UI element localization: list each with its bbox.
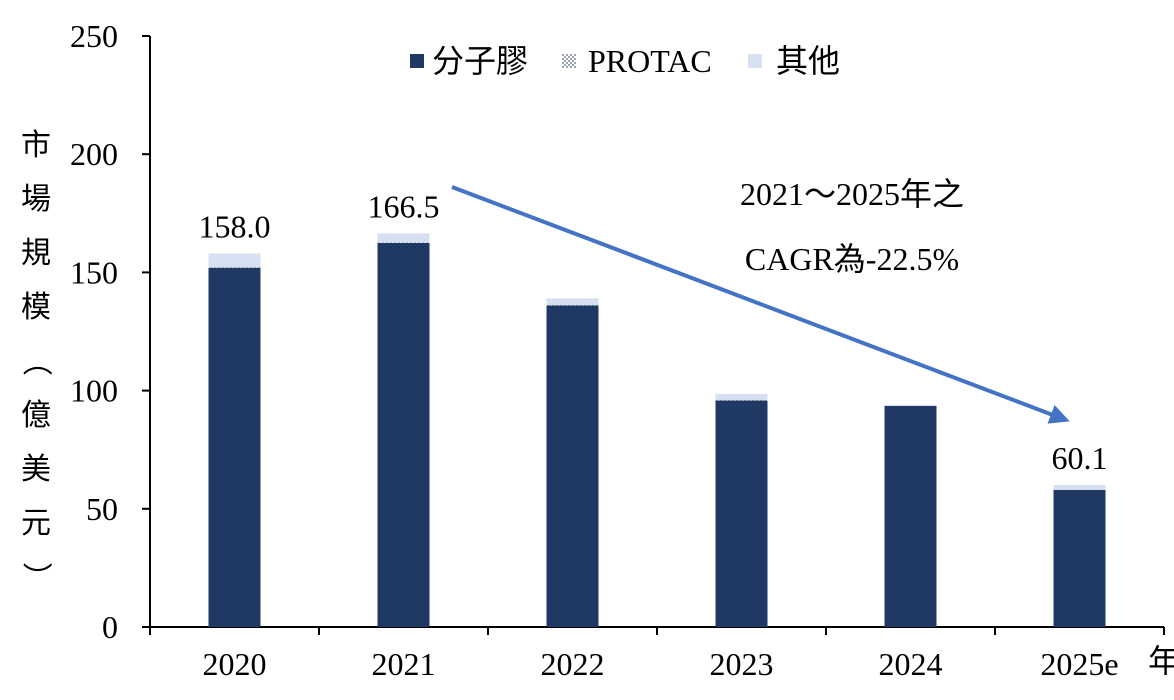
bar-2020-分子膠 [208, 267, 261, 627]
x-tick-label: 2023 [710, 646, 774, 682]
y-tick-label: 150 [70, 254, 118, 290]
y-axis-title-char: 市 [21, 128, 51, 163]
bar-2020-其他 [208, 253, 261, 268]
legend: 分子膠 PROTAC 其他 [410, 43, 840, 79]
y-axis-title-char: ） [18, 562, 53, 592]
cagr-annotation-line2: CAGR為-22.5% [745, 241, 959, 277]
y-axis-title-char: 美 [21, 452, 51, 487]
bar-2022-分子膠 [546, 305, 599, 627]
bars [208, 233, 1106, 627]
bar-2021-其他 [377, 233, 430, 243]
x-tick-label: 2022 [541, 646, 605, 682]
bar-2023-其他 [715, 393, 768, 401]
trend-arrow [451, 185, 1070, 424]
legend-label-0: 分子膠 [432, 43, 528, 79]
y-axis-title-char: 模 [21, 290, 51, 325]
legend-label-2: 其他 [776, 43, 840, 79]
y-axis: 0 50 100 150 200 250 [70, 18, 151, 645]
x-axis-unit-label: 年 [1148, 643, 1174, 679]
legend-swatch-2 [748, 54, 762, 68]
y-axis-title-char: （ [18, 346, 53, 376]
y-tick-label: 250 [70, 18, 118, 54]
bar-2025e-分子膠 [1053, 489, 1106, 627]
x-axis: 2020 2021 2022 2023 2024 2025e [149, 626, 1165, 682]
bar-2024-其他 [884, 404, 937, 406]
y-tick-label: 200 [70, 136, 118, 172]
cagr-annotation-line1: 2021～2025年之 [740, 176, 964, 212]
bar-2022-其他 [546, 298, 599, 306]
data-label-2021: 166.5 [368, 188, 440, 224]
data-label-2020: 158.0 [199, 208, 271, 244]
legend-label-1: PROTAC [588, 43, 712, 79]
bar-2025e-其他 [1053, 484, 1106, 490]
data-labels: 158.0 166.5 60.1 [199, 188, 1108, 476]
y-axis-title-char: 億 [21, 398, 51, 433]
data-label-2025e: 60.1 [1052, 440, 1108, 476]
y-axis-title-char: 規 [21, 236, 51, 271]
x-tick-label: 2025e [1040, 646, 1118, 682]
y-tick-label: 50 [86, 491, 118, 527]
y-tick-label: 0 [102, 609, 118, 645]
x-tick-label: 2020 [203, 646, 267, 682]
bar-2023-分子膠 [715, 400, 768, 627]
x-tick-label: 2021 [372, 646, 436, 682]
bar-2024-分子膠 [884, 405, 937, 627]
legend-swatch-1 [562, 54, 576, 68]
y-axis-title-char: 場 [21, 182, 51, 217]
cagr-annotation: 2021～2025年之 CAGR為-22.5% [451, 176, 1070, 424]
y-tick-label: 100 [70, 373, 118, 409]
bar-2021-分子膠 [377, 242, 430, 627]
x-tick-label: 2024 [879, 646, 943, 682]
y-axis-title-char: 元 [21, 506, 51, 541]
legend-swatch-0 [410, 54, 424, 68]
